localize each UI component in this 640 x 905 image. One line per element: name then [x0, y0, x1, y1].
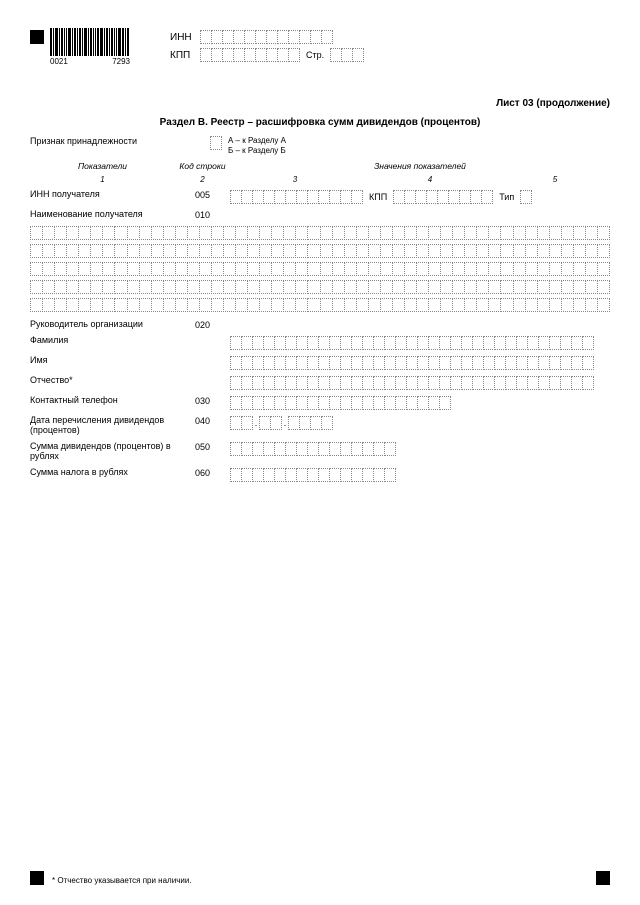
- patronymic-cells[interactable]: [230, 376, 594, 390]
- kpp-cells[interactable]: [200, 48, 300, 62]
- belonging-legend: А – к Разделу А Б – к Разделу Б: [228, 136, 286, 155]
- r005-inn[interactable]: [230, 190, 363, 204]
- sheet-label: Лист 03 (продолжение): [30, 98, 610, 109]
- page-label: Стр.: [306, 50, 324, 60]
- name-cells[interactable]: [230, 356, 594, 370]
- row-020: Руководитель организации 020: [30, 320, 610, 330]
- row-060: Сумма налога в рублях 060: [30, 468, 610, 482]
- r005-type[interactable]: [520, 190, 532, 204]
- r030-cells[interactable]: [230, 396, 451, 410]
- row-030: Контактный телефон 030: [30, 396, 610, 410]
- footnote: * Отчество указывается при наличии.: [52, 876, 192, 885]
- corner-marker-bl: [30, 871, 44, 885]
- header-fields: ИНН КПП Стр.: [170, 30, 364, 66]
- belonging-label: Признак принадлежности: [30, 136, 210, 146]
- r040-y[interactable]: [288, 416, 333, 430]
- surname-cells[interactable]: [230, 336, 594, 350]
- corner-marker-tl: [30, 30, 44, 44]
- belonging-cells[interactable]: [210, 136, 222, 150]
- barcode-bars: [50, 28, 130, 56]
- barcode-right: 7293: [112, 57, 130, 66]
- inn-cells[interactable]: [200, 30, 333, 44]
- r040-d[interactable]: [230, 416, 253, 430]
- corner-marker-br: [596, 871, 610, 885]
- barcode: 0021 7293: [50, 28, 130, 66]
- row-040: Дата перечисления дивидендов (процентов)…: [30, 416, 610, 436]
- column-numbers: 1 2 3 4 5: [30, 175, 610, 184]
- name-block: Имя: [30, 356, 610, 370]
- inn-label: ИНН: [170, 32, 200, 43]
- column-headers: Показатели Код строки Значения показател…: [30, 161, 610, 171]
- page-cells[interactable]: [330, 48, 364, 62]
- row-010-head: Наименование получателя 010: [30, 210, 610, 220]
- section-title: Раздел В. Реестр – расшифровка сумм диви…: [30, 117, 610, 128]
- r040-m[interactable]: [259, 416, 282, 430]
- kpp-label: КПП: [170, 50, 200, 61]
- r050-cells[interactable]: [230, 442, 396, 456]
- barcode-left: 0021: [50, 57, 68, 66]
- r060-cells[interactable]: [230, 468, 396, 482]
- surname-block: Фамилия: [30, 336, 610, 350]
- row-010-lines[interactable]: [30, 226, 610, 312]
- r005-kpp[interactable]: [393, 190, 493, 204]
- row-050: Сумма дивидендов (процентов) в рублях 05…: [30, 442, 610, 462]
- patronymic-block: Отчество*: [30, 376, 610, 390]
- row-005: ИНН получателя 005 КПП Тип: [30, 190, 610, 204]
